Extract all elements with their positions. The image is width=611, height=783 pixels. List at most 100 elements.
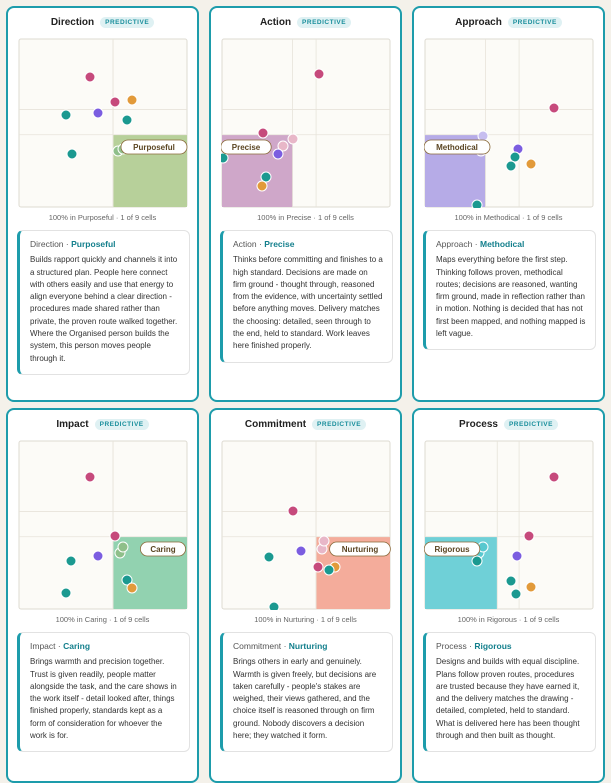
- caption: 100% in Nurturing · 1 of 9 cells: [254, 615, 357, 624]
- description-cell: Precise: [264, 239, 295, 249]
- description: Approach · Methodical Maps everything bef…: [423, 230, 596, 351]
- dot: [126, 582, 138, 594]
- dot: [509, 151, 521, 163]
- dot: [548, 102, 560, 114]
- cell-label: Purposeful: [133, 143, 175, 152]
- caption: 100% in Rigorous · 1 of 9 cells: [457, 615, 560, 624]
- description-body: Designs and builds with equal discipline…: [436, 657, 580, 741]
- dot: [84, 71, 96, 83]
- plot-area: Methodical: [424, 38, 594, 208]
- card: Direction PREDICTIVE Purposeful 100% in Pur…: [6, 6, 199, 402]
- badge: PREDICTIVE: [312, 419, 367, 430]
- dot: [471, 555, 483, 567]
- separator: ·: [283, 641, 287, 651]
- description-header: Approach · Methodical: [436, 238, 586, 250]
- dot: [318, 535, 330, 547]
- card-header: Approach PREDICTIVE: [414, 17, 603, 28]
- card-title: Action: [259, 17, 292, 28]
- description-title: Action: [233, 239, 257, 249]
- plot: Nurturing: [221, 440, 391, 610]
- dot: [268, 601, 280, 610]
- dot: [66, 148, 78, 160]
- caption: 100% in Purposeful · 1 of 9 cells: [48, 213, 157, 222]
- description-title: Approach: [436, 239, 473, 249]
- badge: PREDICTIVE: [503, 419, 558, 430]
- dot: [121, 574, 133, 586]
- description: Commitment · Nurturing Brings others in e…: [220, 632, 393, 753]
- description-body: Maps everything before the first step. T…: [436, 255, 586, 339]
- description: Impact · Caring Brings warmth and precisi…: [17, 632, 190, 753]
- description-body: Brings others in early and genuinely. Wa…: [233, 657, 377, 741]
- description-header: Impact · Caring: [30, 640, 180, 652]
- card: Approach PREDICTIVE Methodical 100% in Meth…: [412, 6, 605, 402]
- card-header: Impact PREDICTIVE: [8, 419, 197, 430]
- description-title: Direction: [30, 239, 64, 249]
- caption: 100% in Methodical · 1 of 9 cells: [454, 213, 563, 222]
- dot: [109, 96, 121, 108]
- dot: [313, 68, 325, 80]
- dot: [60, 587, 72, 599]
- dot: [510, 588, 522, 600]
- card-title: Direction: [50, 17, 95, 28]
- description-cell: Methodical: [479, 239, 525, 249]
- separator: ·: [57, 641, 61, 651]
- plot-area: Purposeful: [18, 38, 188, 208]
- card-title: Approach: [455, 17, 502, 28]
- badge: PREDICTIVE: [94, 419, 149, 430]
- card: Action PREDICTIVE Precise 100% in Precise ·…: [209, 6, 402, 402]
- dot: [477, 130, 489, 142]
- dot: [257, 127, 269, 139]
- description-cell: Purposeful: [71, 239, 116, 249]
- plot: Rigorous: [424, 440, 594, 610]
- description-title: Commitment: [233, 641, 282, 651]
- dot: [272, 148, 284, 160]
- separator: ·: [259, 239, 262, 249]
- plot-area: Precise: [221, 38, 391, 208]
- cell-label: Rigorous: [434, 545, 470, 554]
- dot: [117, 541, 129, 553]
- description-cell: Caring: [63, 641, 91, 651]
- badge: PREDICTIVE: [100, 17, 155, 28]
- description-cell: Nurturing: [288, 641, 328, 651]
- card-title: Process: [459, 419, 498, 430]
- dot: [92, 550, 104, 562]
- dot: [256, 180, 268, 192]
- dot: [84, 471, 96, 483]
- card: Commitment PREDICTIVE Nurturing 100% in Nur…: [209, 408, 402, 783]
- card-header: Commitment PREDICTIVE: [211, 419, 400, 430]
- description-title: Process: [436, 641, 467, 651]
- dot: [65, 555, 77, 567]
- dot: [109, 530, 121, 542]
- caption: 100% in Caring · 1 of 9 cells: [55, 615, 150, 624]
- description-header: Direction · Purposeful: [30, 238, 180, 250]
- card: Impact PREDICTIVE Caring 100% in Caring · 1…: [6, 408, 199, 783]
- dot: [121, 114, 133, 126]
- dot: [287, 505, 299, 517]
- description: Process · Rigorous Designs and builds wit…: [423, 632, 596, 753]
- dot: [471, 199, 483, 208]
- dot: [295, 545, 307, 557]
- plot-area: Caring: [18, 440, 188, 610]
- dot: [92, 107, 104, 119]
- separator: ·: [469, 641, 472, 651]
- dot: [260, 171, 272, 183]
- description-body: Brings warmth and precision together. Tr…: [30, 657, 177, 741]
- plot: Precise: [221, 38, 391, 208]
- card-header: Action PREDICTIVE: [211, 17, 400, 28]
- description-header: Process · Rigorous: [436, 640, 586, 652]
- separator: ·: [474, 239, 478, 249]
- separator: ·: [65, 239, 69, 249]
- dot: [126, 94, 138, 106]
- description-header: Action · Precise: [233, 238, 383, 250]
- cell-label: Nurturing: [342, 545, 379, 554]
- plot-area: Nurturing: [221, 440, 391, 610]
- plot: Caring: [18, 440, 188, 610]
- cell-label: Caring: [150, 545, 175, 554]
- cell-label: Methodical: [436, 143, 478, 152]
- card-title: Commitment: [244, 419, 307, 430]
- dot: [323, 564, 335, 576]
- cell-pill: [424, 139, 491, 155]
- dot: [60, 109, 72, 121]
- dot: [548, 471, 560, 483]
